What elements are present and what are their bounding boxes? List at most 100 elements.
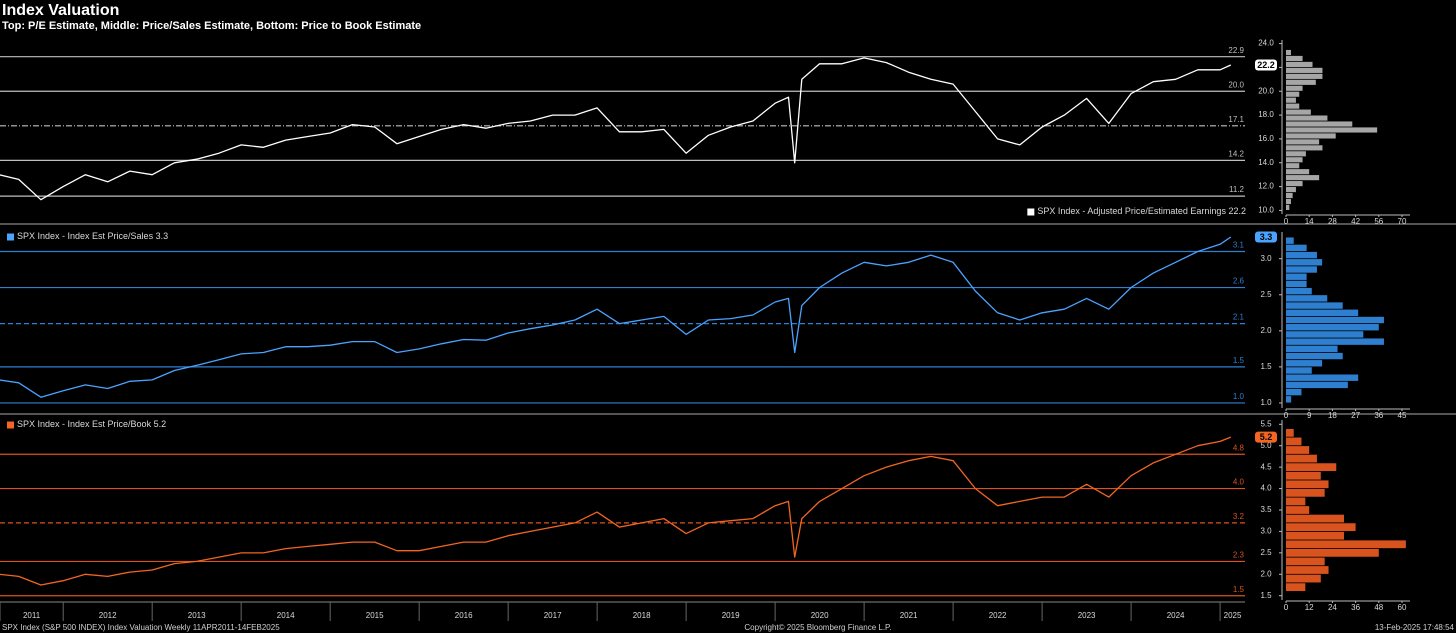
y-tick-label: 5.5 [1260,419,1272,428]
histogram-bar [1286,345,1338,353]
x-tick-label: 2016 [455,611,473,620]
legend-name: SPX Index - Index Est Price/Sales [17,231,154,241]
histogram-bar [1286,324,1379,331]
histogram-bar [1286,388,1302,396]
histogram-tick-label: 42 [1351,217,1360,226]
histogram-bar [1286,91,1300,97]
histogram-bar [1286,437,1302,446]
histogram-bar [1286,109,1311,115]
histogram-bar [1286,374,1359,381]
legend-name: SPX Index - Index Est Price/Book [17,419,152,429]
histogram-bar [1286,79,1316,85]
footer-left: SPX Index (S&P 500 INDEX) Index Valuatio… [2,623,280,632]
histogram-bar [1286,396,1292,403]
x-tick-label: 2017 [544,611,562,620]
histogram-bar [1286,127,1378,133]
legend-value: 3.3 [156,231,169,241]
reference-label: 20.0 [1228,80,1244,89]
histogram-bar [1286,331,1364,338]
legend-label: SPX Index - Adjusted Price/Estimated Ear… [1037,206,1246,216]
histogram-tick-label: 14 [1305,217,1314,226]
histogram-bar [1286,251,1317,259]
histogram-bar [1286,244,1307,252]
legend-label: SPX Index - Index Est Price/Sales 3.3 [17,231,168,241]
reference-label: 2.6 [1233,277,1245,286]
histogram-tick-label: 45 [1398,411,1407,420]
y-tick-label: 2.5 [1260,290,1272,299]
y-tick-label: 3.0 [1260,527,1272,536]
y-tick-label: 1.5 [1260,591,1272,600]
y-tick-label: 24.0 [1258,39,1274,48]
histogram-tick-label: 0 [1284,217,1289,226]
reference-label: 3.2 [1233,512,1245,521]
histogram-bar [1286,295,1328,302]
histogram-bar [1286,352,1343,360]
series-line [0,236,1232,398]
y-tick-label: 16.0 [1258,134,1274,143]
histogram-bar [1286,192,1293,199]
histogram-bar [1286,566,1329,574]
histogram-tick-label: 18 [1328,411,1337,420]
histogram-tick-label: 0 [1284,603,1289,612]
last-value-label: 3.3 [1260,232,1273,242]
histogram-bar [1286,169,1310,175]
y-tick-label: 3.5 [1260,505,1272,514]
histogram-bar [1286,531,1344,540]
legend-swatch [7,233,14,241]
histogram-tick-label: 27 [1351,411,1360,420]
histogram-bar [1286,309,1359,316]
x-tick-label: 2019 [722,611,740,620]
y-tick-label: 2.0 [1260,569,1272,578]
histogram-tick-label: 36 [1351,603,1360,612]
legend-value: 5.2 [154,419,167,429]
y-tick-label: 1.5 [1260,362,1272,371]
histogram-bar [1286,287,1312,295]
histogram-bar [1286,360,1323,367]
histogram-tick-label: 0 [1284,411,1289,420]
x-tick-label: 2022 [989,611,1007,620]
reference-label: 22.9 [1228,46,1244,55]
histogram-bar [1286,181,1303,187]
histogram-bar [1286,204,1290,211]
y-tick-label: 2.0 [1260,326,1272,335]
histogram-bar [1286,157,1303,163]
legend-swatch [7,421,14,429]
histogram-tick-label: 60 [1398,603,1407,612]
x-tick-label: 2012 [99,611,117,620]
y-tick-label: 5.0 [1260,441,1272,450]
legend: SPX Index - Index Est Price/Book 5.2 [7,419,166,429]
histogram-tick-label: 36 [1374,411,1383,420]
last-value-label: 5.2 [1260,432,1273,442]
y-tick-label: 1.0 [1260,398,1272,407]
legend-label: SPX Index - Index Est Price/Book 5.2 [17,419,166,429]
histogram-bar [1286,259,1323,266]
histogram-bar [1286,316,1384,324]
histogram-bar [1286,280,1307,288]
histogram-bar [1286,237,1294,244]
histogram-bar [1286,61,1313,68]
histogram-bar [1286,338,1384,345]
chart-title: Index Valuation [2,2,119,19]
y-tick-label: 12.0 [1258,182,1274,191]
last-value-label: 22.2 [1257,60,1275,70]
histogram-bar [1286,151,1306,157]
series-line [0,436,1232,586]
histogram-bar [1286,67,1323,73]
x-tick-label: 2013 [188,611,206,620]
histogram-bar [1286,471,1321,480]
reference-label: 1.5 [1233,356,1245,365]
histogram-tick-label: 9 [1307,411,1312,420]
reference-label: 4.0 [1233,478,1245,487]
histogram-tick-label: 12 [1305,603,1314,612]
x-tick-label: 2024 [1167,611,1185,620]
histogram-bar [1286,97,1296,103]
histogram-bar [1286,175,1320,181]
histogram-bar [1286,497,1306,506]
y-tick-label: 4.5 [1260,462,1272,471]
histogram-bar [1286,133,1336,139]
histogram-tick-label: 70 [1398,217,1407,226]
reference-label: 1.5 [1233,585,1245,594]
histogram-bar [1286,85,1303,91]
reference-label: 2.3 [1233,551,1245,560]
